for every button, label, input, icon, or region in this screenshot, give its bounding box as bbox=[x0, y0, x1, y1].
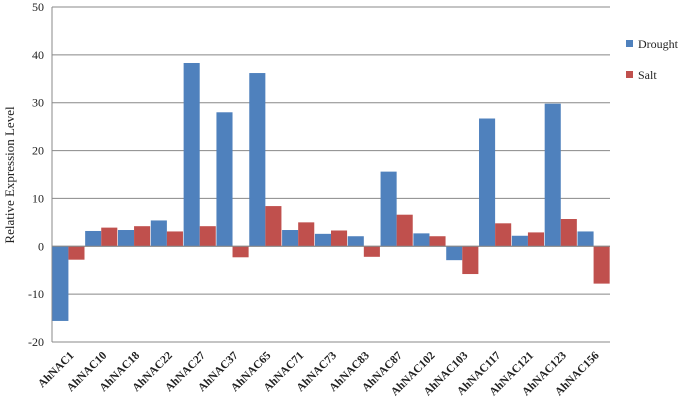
bar bbox=[101, 227, 118, 247]
bar bbox=[68, 246, 85, 260]
y-tick-label: -20 bbox=[28, 335, 44, 349]
bar bbox=[462, 246, 479, 275]
bar bbox=[560, 219, 577, 247]
bar bbox=[544, 103, 561, 247]
bar bbox=[331, 230, 348, 247]
legend-swatch bbox=[626, 71, 633, 78]
bar bbox=[298, 222, 315, 247]
bar bbox=[183, 62, 200, 247]
y-tick-label: 0 bbox=[38, 239, 44, 253]
legend-swatch bbox=[626, 40, 633, 47]
y-tick-label: -10 bbox=[28, 287, 44, 301]
bar bbox=[396, 214, 413, 247]
bar bbox=[479, 118, 496, 247]
y-tick-label: 10 bbox=[32, 191, 44, 205]
y-tick-label: 20 bbox=[32, 144, 44, 158]
bar bbox=[347, 236, 364, 247]
bar bbox=[413, 233, 430, 247]
bar bbox=[446, 246, 463, 261]
bar bbox=[249, 73, 266, 247]
bar bbox=[593, 246, 610, 284]
bar bbox=[363, 246, 380, 257]
y-tick-label: 40 bbox=[32, 48, 44, 62]
bar bbox=[511, 235, 528, 247]
bar bbox=[216, 112, 233, 247]
bar bbox=[232, 246, 249, 258]
bar bbox=[527, 232, 545, 247]
y-axis-label: Relative Expression Level bbox=[2, 106, 17, 244]
bar bbox=[166, 231, 183, 247]
bar bbox=[134, 226, 151, 247]
bar bbox=[265, 206, 282, 247]
bar bbox=[314, 233, 331, 247]
legend-label: Salt bbox=[638, 68, 657, 82]
bar bbox=[282, 230, 299, 247]
y-tick-label: 50 bbox=[32, 0, 44, 14]
y-tick-label: 30 bbox=[32, 96, 44, 110]
bar bbox=[199, 226, 216, 247]
bar bbox=[577, 231, 594, 247]
bar bbox=[150, 220, 167, 247]
bar bbox=[117, 230, 135, 247]
bar bbox=[85, 230, 102, 247]
bar bbox=[52, 246, 69, 321]
legend-label: Drought bbox=[638, 37, 679, 51]
bar bbox=[495, 223, 512, 247]
bar bbox=[429, 236, 446, 247]
bar bbox=[380, 171, 397, 247]
